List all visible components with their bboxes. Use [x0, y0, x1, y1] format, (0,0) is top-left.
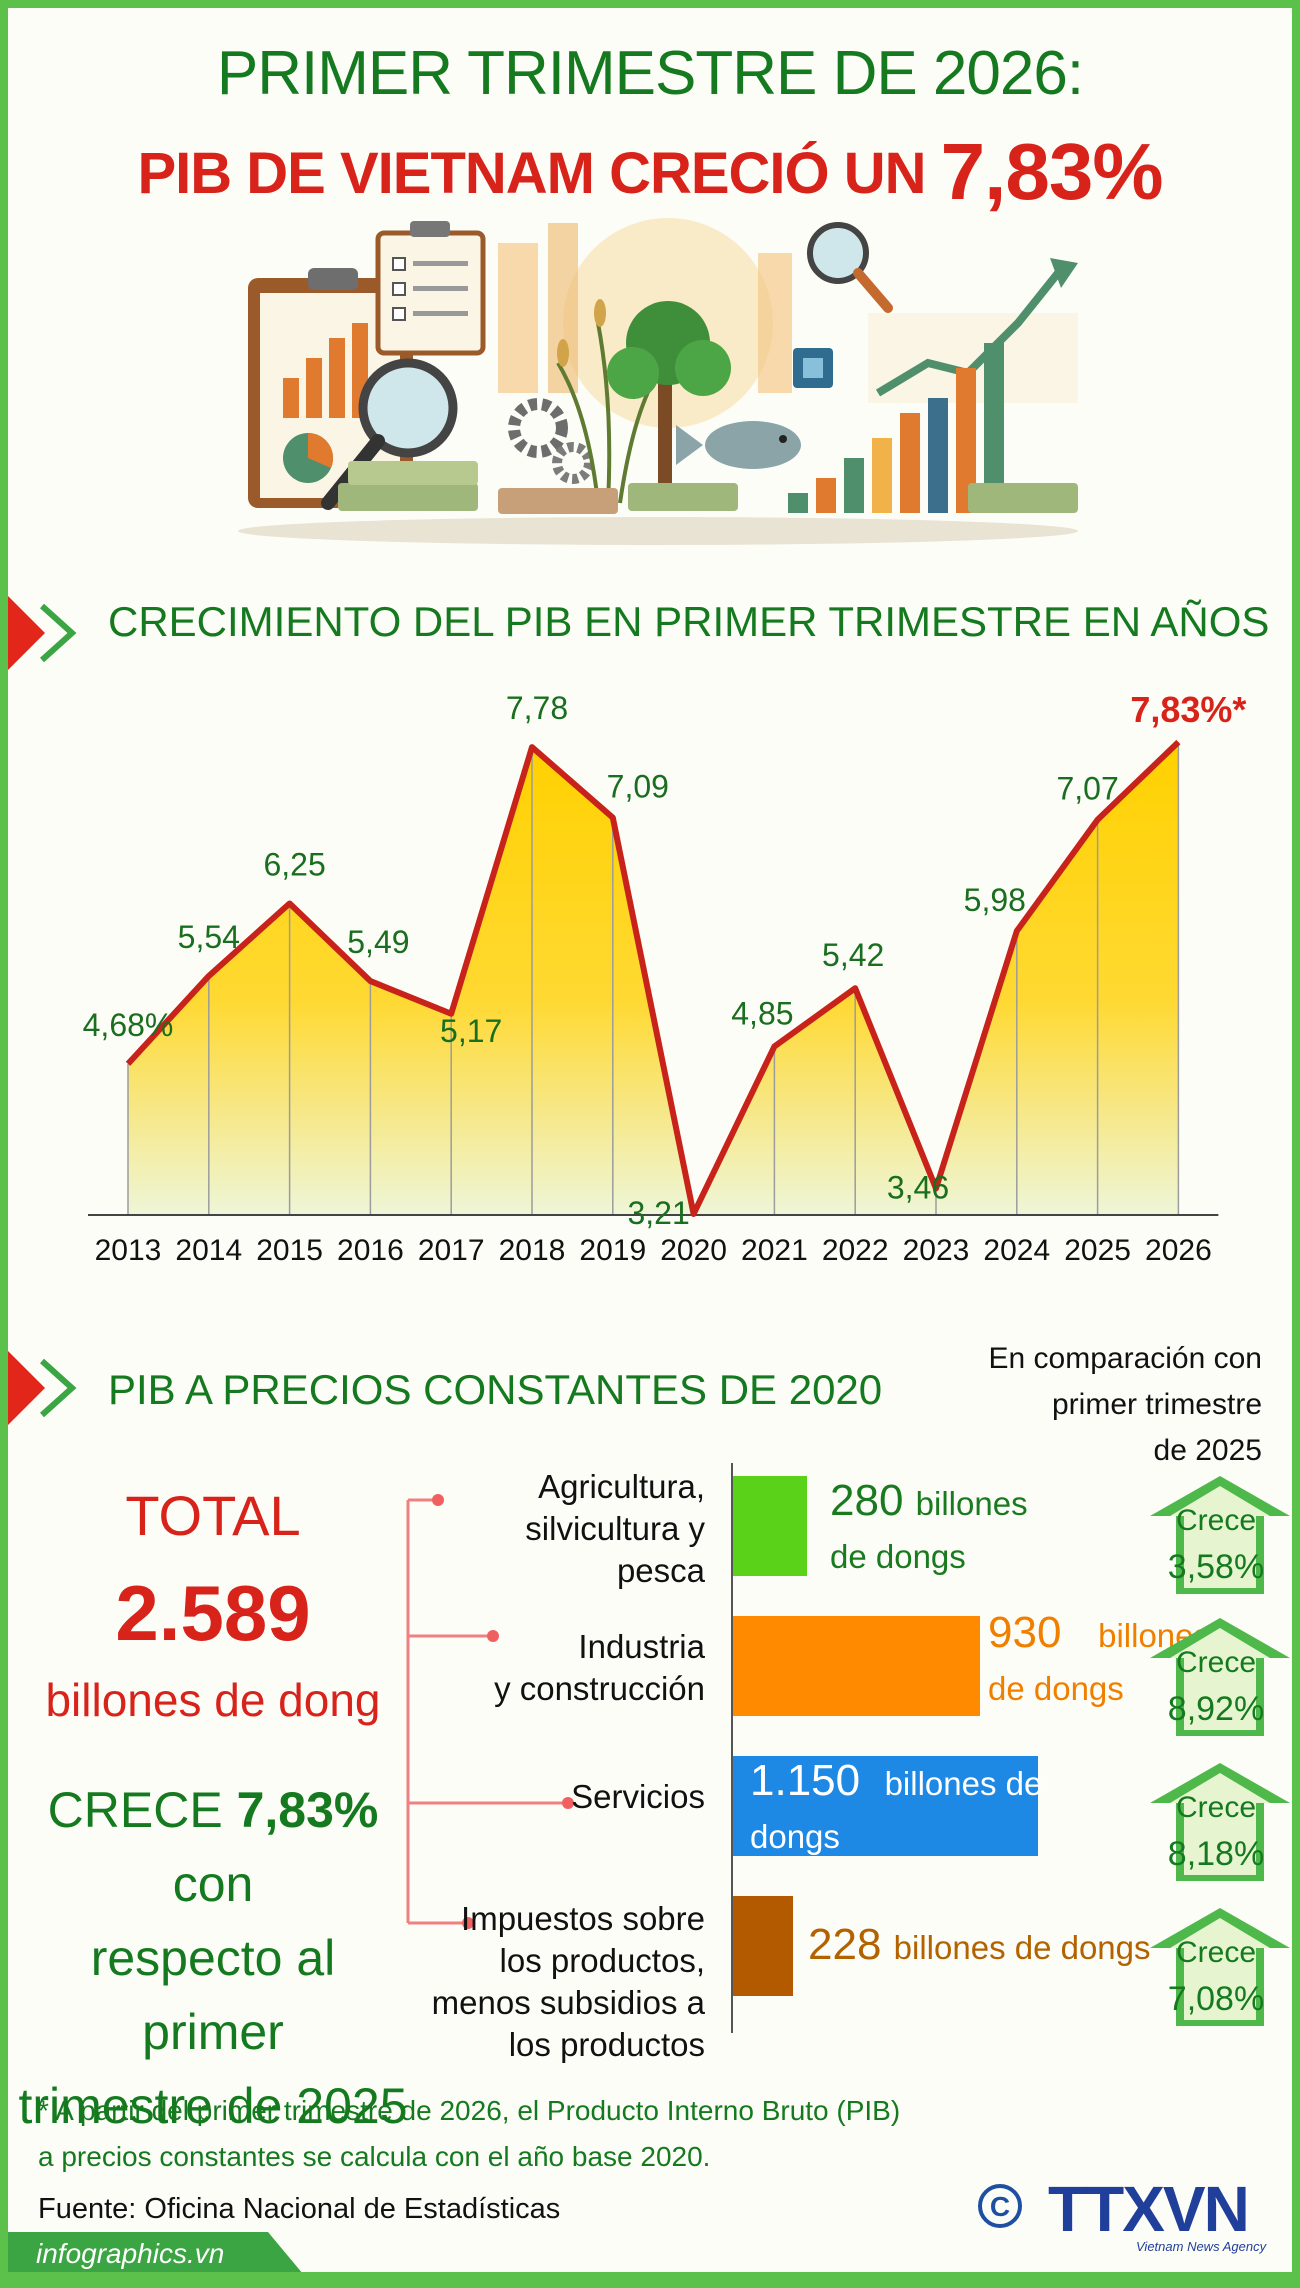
sector-label-taxes: Impuestos sobre los productos, menos sub… — [431, 1900, 705, 2063]
section-title-growth: CRECIMIENTO DEL PIB EN PRIMER TRIMESTRE … — [108, 598, 1270, 645]
section-arrow-icon — [8, 596, 77, 670]
sector-label-services: Servicios — [571, 1778, 705, 1815]
checklist-icon — [375, 221, 486, 356]
data-label-2016: 5,49 — [347, 924, 409, 960]
x-tick-2016: 2016 — [337, 1234, 404, 1267]
sector-bar-agriculture — [733, 1476, 807, 1576]
tree-icon — [607, 301, 731, 503]
sector-label-agriculture: Agricultura, silvicultura y pesca — [525, 1468, 705, 1589]
series-line — [125, 739, 1181, 1217]
x-tick-2020: 2020 — [660, 1234, 727, 1267]
section-arrow-icon — [8, 1351, 77, 1425]
total-value: 2.589 — [115, 1569, 311, 1657]
data-label-2023: 3,46 — [887, 1169, 949, 1205]
x-tick-2026: 2026 — [1145, 1234, 1212, 1267]
data-label-2018: 7,78 — [506, 690, 568, 726]
sector-bar-services — [733, 1756, 1038, 1856]
sector-bar-taxes — [733, 1896, 793, 1996]
footnote: * A partir del primer trimestre de 2026,… — [38, 2095, 901, 2172]
ttxvn-logo: C TTXVN Vietnam News Agency — [978, 2173, 1268, 2254]
svg-text:C: C — [990, 2191, 1010, 2222]
x-tick-2025: 2025 — [1064, 1234, 1131, 1267]
data-label-2017: 5,17 — [440, 1013, 502, 1049]
up-arrow-icon — [1150, 1618, 1290, 1736]
area-fill — [128, 742, 1179, 1215]
growth-badge-services: Crece 8,18% — [1146, 1763, 1292, 1883]
data-label-2013: 4,68% — [83, 1007, 174, 1043]
x-tick-2022: 2022 — [822, 1234, 889, 1267]
growth-badge-industry: Crece 8,92% — [1146, 1618, 1292, 1738]
source-text: Fuente: Oficina Nacional de Estadísticas — [38, 2193, 561, 2225]
economy-illustration — [238, 218, 1078, 545]
x-tick-2015: 2015 — [256, 1234, 323, 1267]
subheadline-text: PIB DE VIETNAM CRECIÓ UN — [137, 141, 926, 206]
section-title-constant-prices: PIB A PRECIOS CONSTANTES DE 2020 — [108, 1366, 883, 1413]
fish-icon — [676, 421, 801, 469]
comparison-note: En comparación con primer trimestre de 2… — [988, 1342, 1263, 1467]
sector-value-services: 1.150 billones de dongs — [750, 1756, 1043, 1855]
x-tick-2024: 2024 — [983, 1234, 1050, 1267]
x-tick-2013: 2013 — [95, 1234, 162, 1267]
x-tick-2023: 2023 — [903, 1234, 970, 1267]
data-label-2021: 4,85 — [731, 995, 793, 1031]
up-arrow-icon — [1150, 1763, 1290, 1881]
data-label-2015: 6,25 — [263, 846, 325, 882]
x-tick-2017: 2017 — [418, 1234, 485, 1267]
connector-lines — [406, 1494, 574, 1929]
growth-badge-agriculture: Crece 3,58% — [1146, 1476, 1292, 1596]
data-label-2024: 5,98 — [964, 882, 1026, 918]
data-label-2026: 7,83%* — [1130, 689, 1246, 730]
sector-bar-industry — [733, 1616, 980, 1716]
headline-growth-value: 7,83% — [940, 127, 1164, 216]
x-tick-2018: 2018 — [499, 1234, 566, 1267]
total-label: TOTAL — [125, 1484, 301, 1547]
headline: PRIMER TRIMESTRE DE 2026: — [216, 39, 1084, 108]
x-tick-2019: 2019 — [579, 1234, 646, 1267]
footer-site: infographics.vn — [36, 2238, 225, 2269]
data-label-2022: 5,42 — [822, 937, 884, 973]
subheadline: PIB DE VIETNAM CRECIÓ UN 7,83% — [8, 126, 1292, 218]
up-arrow-icon — [1150, 1908, 1290, 2026]
total-growth-text: CRECE 7,83% con respecto al primer trime… — [18, 1782, 408, 2134]
data-label-2019: 7,09 — [607, 769, 669, 805]
logo-subtext: Vietnam News Agency — [1136, 2239, 1268, 2254]
total-unit: billones de dong — [45, 1674, 381, 1726]
bar-graph-icon — [788, 343, 1004, 513]
up-arrow-icon — [1150, 1476, 1290, 1594]
sector-label-industry: Industria y construcción — [494, 1628, 705, 1707]
money-stack-icon — [338, 461, 1078, 514]
x-tick-2014: 2014 — [175, 1234, 242, 1267]
data-label-2025: 7,07 — [1056, 771, 1118, 807]
data-label-2020: 3,21 — [627, 1195, 689, 1231]
chip-icon — [793, 348, 833, 388]
x-tick-2021: 2021 — [741, 1234, 808, 1267]
gdp-growth-chart: 4,68% 5,54 6,25 5,49 5,17 7,78 7,09 3,21 4,85 5,4… — [83, 689, 1247, 1267]
footer-bar — [8, 2232, 1292, 2280]
data-label-2014: 5,54 — [178, 919, 240, 955]
sector-value-taxes: 228 billones de dongs — [808, 1920, 1151, 1969]
logo-text: TTXVN — [1048, 2173, 1248, 2245]
magnifier-icon — [807, 222, 893, 313]
gear-icon — [508, 398, 594, 484]
growth-badge-taxes: Crece 7,08% — [1146, 1908, 1292, 2028]
bar-axis — [731, 1463, 733, 2033]
sector-value-agriculture: 280 billones de dongs — [830, 1476, 1028, 1575]
